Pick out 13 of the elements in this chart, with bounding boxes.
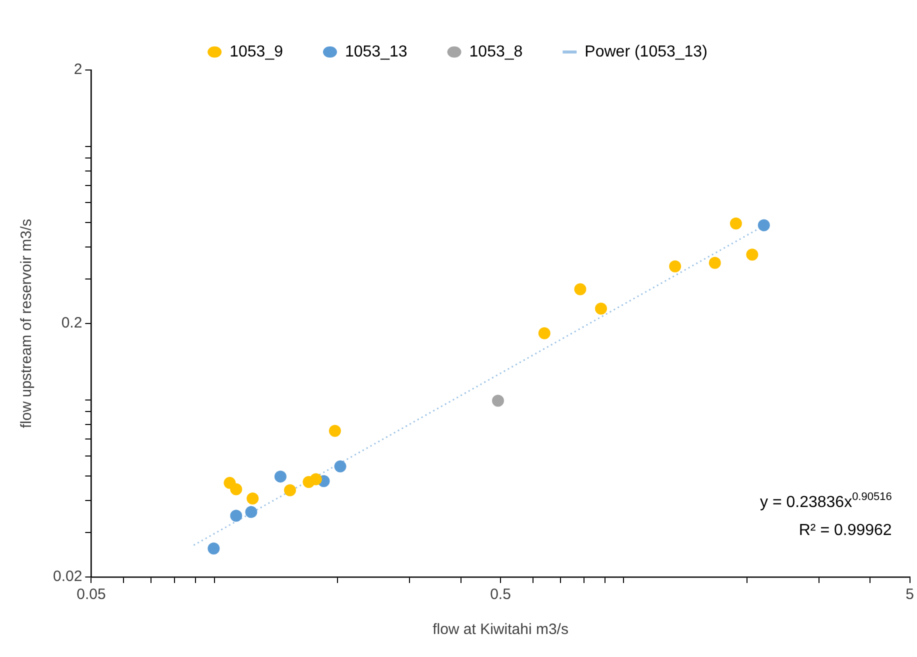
x-axis-title: flow at Kiwitahi m3/s bbox=[432, 621, 568, 638]
x-tick-label: 0.5 bbox=[490, 586, 511, 604]
y-tick-label: 2 bbox=[74, 61, 82, 78]
x-tick-label: 0.05 bbox=[76, 586, 106, 604]
annotation: R² = 0.99962 bbox=[798, 522, 892, 539]
x-tick-label: 5 bbox=[906, 586, 914, 604]
y-axis-title: flow upstream of reservoir m3/s bbox=[18, 218, 36, 428]
legend-label: 1053_9 bbox=[230, 43, 284, 60]
legend-label: 1053_8 bbox=[469, 43, 523, 60]
legend-label: 1053_13 bbox=[344, 43, 408, 60]
y-tick-label: 0.2 bbox=[61, 314, 82, 332]
legend-label: Power (1053_13) bbox=[584, 43, 708, 60]
y-tick-label: 0.02 bbox=[52, 568, 82, 586]
